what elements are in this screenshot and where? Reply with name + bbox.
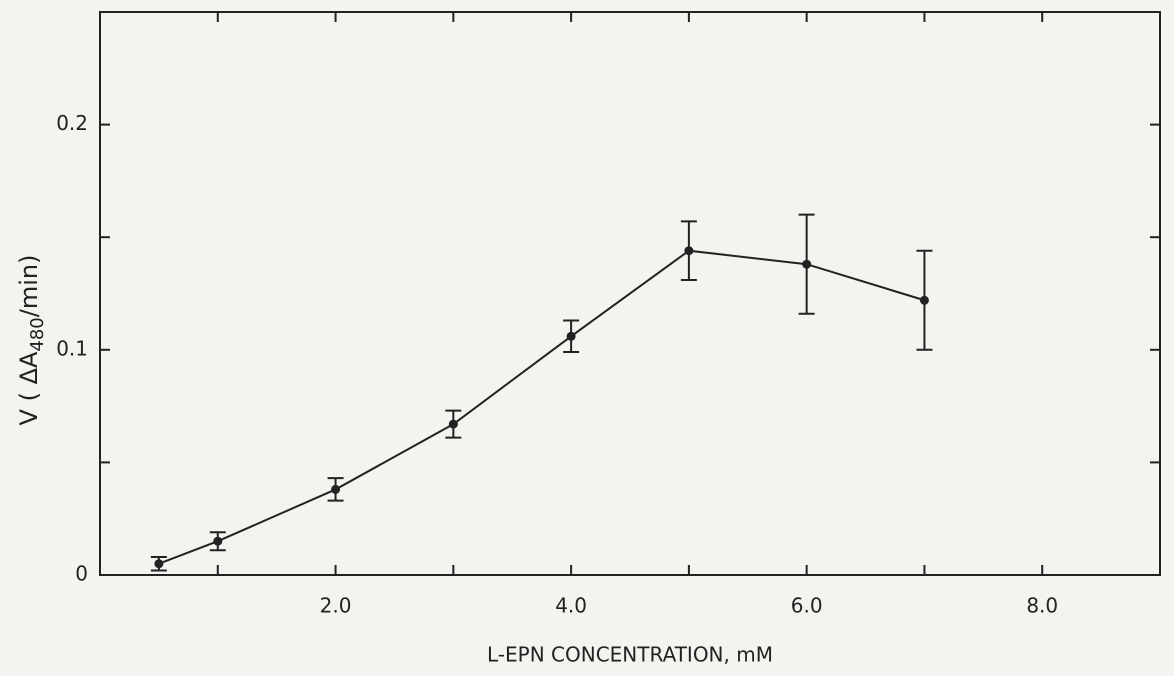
- data-point: [213, 536, 223, 546]
- y-label-subscript: 480: [27, 317, 48, 351]
- data-point: [919, 295, 929, 305]
- x-tick-label: 6.0: [791, 594, 823, 618]
- x-tick-label: 2.0: [320, 594, 352, 618]
- y-label-part: V ( ΔA: [15, 351, 43, 425]
- y-tick-label: 0.1: [56, 336, 88, 360]
- y-tick-label: 0.2: [56, 111, 88, 135]
- plot-frame: [99, 11, 1161, 576]
- data-point: [448, 419, 458, 429]
- y-label-part: /min): [15, 255, 43, 318]
- y-axis-label: V ( ΔA480/min): [15, 255, 48, 426]
- data-point: [566, 331, 576, 341]
- data-point: [802, 259, 812, 269]
- data-point: [684, 246, 694, 256]
- x-tick-label: 4.0: [555, 594, 587, 618]
- data-point: [154, 559, 164, 569]
- y-tick-label: 0: [75, 562, 88, 586]
- x-axis-label: L-EPN CONCENTRATION, mM: [487, 643, 773, 667]
- data-point: [331, 484, 341, 494]
- x-tick-label: 8.0: [1026, 594, 1058, 618]
- data-line: [158, 249, 925, 565]
